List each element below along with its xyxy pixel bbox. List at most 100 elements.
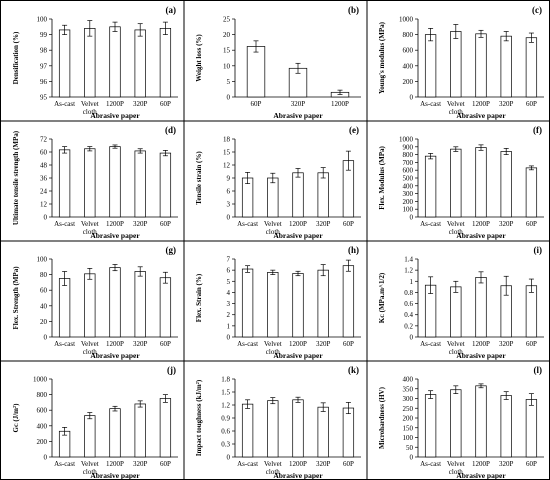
y-tick-label: 98 [40, 47, 48, 55]
y-tick-label: 200 [403, 198, 414, 206]
bar [267, 400, 279, 458]
y-tick-label: 1.5 [221, 389, 230, 397]
x-tick-label: As-cast [420, 460, 441, 468]
panel-label: (g) [166, 245, 177, 255]
bar [134, 271, 146, 338]
bar [84, 415, 96, 458]
bar [58, 29, 71, 98]
bar [500, 395, 512, 458]
y-tick-label: 10 [223, 62, 231, 70]
x-tick-label: cloth [83, 348, 97, 356]
bar [84, 273, 96, 338]
x-tick-label: 60P [526, 220, 537, 228]
y-tick-label: 0 [227, 214, 231, 222]
y-tick-label: 15 [223, 47, 231, 55]
x-axis-title: Abrasive paper [456, 231, 506, 240]
x-tick-label: cloth [266, 348, 280, 356]
y-axis-title: Flex. Strength (MPa) [12, 266, 20, 330]
x-tick-label: 320P [316, 460, 331, 468]
bar [475, 277, 487, 338]
x-tick-label: cloth [266, 468, 280, 476]
y-tick-label: 400 [403, 182, 414, 190]
x-tick-label: 320P [499, 340, 514, 348]
y-tick-label: 6 [227, 188, 231, 196]
x-tick-label: 1200P [472, 340, 490, 348]
y-tick-label: 0.8 [404, 289, 413, 297]
y-tick-label: 5 [227, 278, 231, 286]
y-tick-label: 1 [227, 322, 231, 330]
x-tick-label: 320P [499, 460, 514, 468]
x-tick-label: 1200P [289, 340, 307, 348]
x-axis-title: Abrasive paper [90, 351, 140, 360]
x-tick-label: cloth [449, 468, 463, 476]
chart-panel: 0 5 10 15 20 25 60P 320P 1200P Abrasive paper Weig… [195, 5, 361, 120]
x-axis-title: Abrasive paper [456, 351, 506, 360]
x-axis-title: Abrasive paper [273, 351, 323, 360]
y-tick-label: 700 [403, 159, 414, 167]
panel-label: (k) [348, 365, 359, 375]
y-tick-label: 0 [227, 94, 231, 102]
y-tick-label: 12 [40, 201, 48, 209]
y-tick-label: 0.4 [404, 311, 413, 319]
bar [317, 172, 329, 218]
y-tick-label: 600 [37, 407, 48, 415]
x-tick-label: 1200P [289, 220, 307, 228]
bar [134, 29, 146, 98]
y-axis-title: Ultimate tensile strength (MPa) [12, 130, 20, 225]
x-tick-label: As-cast [237, 340, 258, 348]
bar [500, 35, 512, 98]
y-tick-label: 0 [410, 334, 414, 342]
x-tick-label: As-cast [420, 340, 441, 348]
x-tick-label: 60P [526, 100, 537, 108]
y-tick-label: 200 [403, 78, 414, 86]
panel-label: (i) [534, 245, 543, 255]
y-tick-label: 100 [403, 206, 414, 214]
x-tick-label: 320P [133, 460, 148, 468]
y-tick-label: 1.8 [221, 376, 230, 384]
y-tick-label: 18 [223, 136, 231, 144]
panel-label: (c) [532, 5, 542, 15]
y-tick-label: 500 [403, 175, 414, 183]
x-tick-label: As-cast [237, 220, 258, 228]
y-tick-label: 600 [403, 47, 414, 55]
y-tick-label: 0 [410, 454, 414, 462]
x-tick-label: cloth [266, 228, 280, 236]
y-tick-label: 1000 [399, 16, 414, 24]
bar [450, 286, 462, 338]
y-tick-label: 0.6 [404, 300, 413, 308]
y-axis-title: Young's modulus (MPa) [378, 21, 386, 94]
y-tick-label: 6 [227, 267, 231, 275]
y-tick-label: 800 [37, 391, 48, 399]
x-tick-label: 60P [160, 340, 171, 348]
y-tick-label: 200 [37, 438, 48, 446]
panel-label: (l) [534, 365, 543, 375]
bar [159, 398, 172, 458]
bar [424, 394, 437, 458]
y-tick-label: 0 [410, 94, 414, 102]
x-tick-label: Velvet [447, 100, 465, 108]
x-tick-label: As-cast [237, 460, 258, 468]
y-tick-label: 0 [44, 454, 48, 462]
y-tick-label: 800 [403, 151, 414, 159]
bar [525, 399, 538, 458]
bar [292, 273, 304, 338]
x-axis-title: Abrasive paper [90, 231, 140, 240]
x-axis-title: Abrasive paper [456, 471, 506, 479]
y-tick-label: 1.2 [404, 267, 413, 275]
panel-label: (b) [348, 5, 359, 15]
y-tick-label: 60 [40, 287, 48, 295]
x-axis-title: Abrasive paper [456, 111, 506, 120]
x-tick-label: Velvet [264, 220, 282, 228]
y-tick-label: 20 [223, 31, 231, 39]
x-tick-label: As-cast [420, 100, 441, 108]
x-tick-label: 60P [343, 220, 354, 228]
y-tick-label: 1000 [33, 376, 48, 384]
x-tick-label: Velvet [81, 220, 99, 228]
y-tick-label: 40 [40, 302, 48, 310]
bar [246, 46, 266, 98]
bar [58, 149, 71, 218]
y-tick-label: 95 [40, 94, 48, 102]
